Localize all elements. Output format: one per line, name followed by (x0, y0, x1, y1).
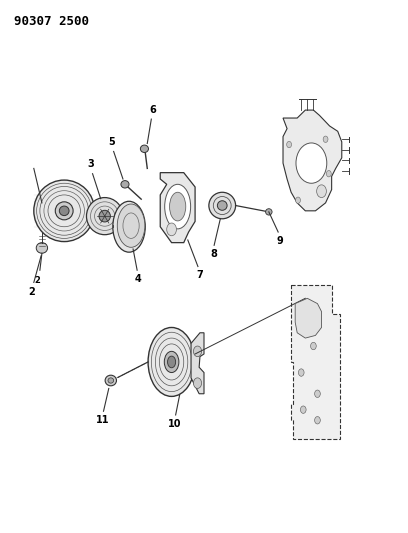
Ellipse shape (164, 351, 179, 373)
Ellipse shape (315, 390, 320, 398)
Text: 90307 2500: 90307 2500 (13, 14, 89, 28)
Polygon shape (160, 173, 195, 243)
Ellipse shape (167, 223, 176, 236)
Polygon shape (283, 110, 342, 211)
Polygon shape (295, 298, 322, 338)
Ellipse shape (315, 417, 320, 424)
Text: 6: 6 (149, 106, 156, 115)
Text: 2: 2 (34, 276, 40, 285)
Ellipse shape (113, 201, 145, 252)
Ellipse shape (140, 145, 149, 152)
Ellipse shape (148, 327, 195, 397)
Ellipse shape (296, 143, 327, 183)
Ellipse shape (105, 375, 116, 386)
Ellipse shape (170, 192, 186, 221)
Ellipse shape (121, 181, 129, 188)
Text: 5: 5 (109, 137, 115, 147)
Ellipse shape (317, 185, 326, 198)
Ellipse shape (298, 369, 304, 376)
Ellipse shape (34, 180, 95, 241)
Ellipse shape (108, 378, 114, 383)
Ellipse shape (117, 204, 145, 247)
Text: 3: 3 (87, 159, 94, 169)
Ellipse shape (310, 342, 316, 350)
Ellipse shape (59, 206, 69, 216)
Ellipse shape (217, 201, 227, 211)
Ellipse shape (304, 313, 310, 320)
Text: 4: 4 (135, 274, 141, 285)
Ellipse shape (99, 211, 111, 222)
Ellipse shape (323, 136, 328, 142)
Text: 11: 11 (96, 415, 109, 425)
Text: 2: 2 (29, 287, 35, 297)
Ellipse shape (86, 198, 123, 235)
Ellipse shape (209, 192, 235, 219)
Polygon shape (191, 333, 204, 394)
Ellipse shape (326, 171, 331, 177)
Ellipse shape (165, 184, 191, 229)
Ellipse shape (55, 202, 73, 220)
Ellipse shape (295, 197, 300, 204)
Text: 7: 7 (197, 270, 203, 280)
Ellipse shape (193, 346, 202, 357)
Text: 9: 9 (276, 236, 283, 246)
Text: 10: 10 (168, 419, 182, 429)
Ellipse shape (193, 378, 202, 389)
Ellipse shape (36, 243, 48, 253)
Polygon shape (291, 285, 340, 439)
Text: 8: 8 (210, 249, 217, 259)
Ellipse shape (300, 406, 306, 414)
Ellipse shape (266, 209, 272, 215)
Ellipse shape (168, 356, 175, 368)
Ellipse shape (287, 141, 292, 148)
